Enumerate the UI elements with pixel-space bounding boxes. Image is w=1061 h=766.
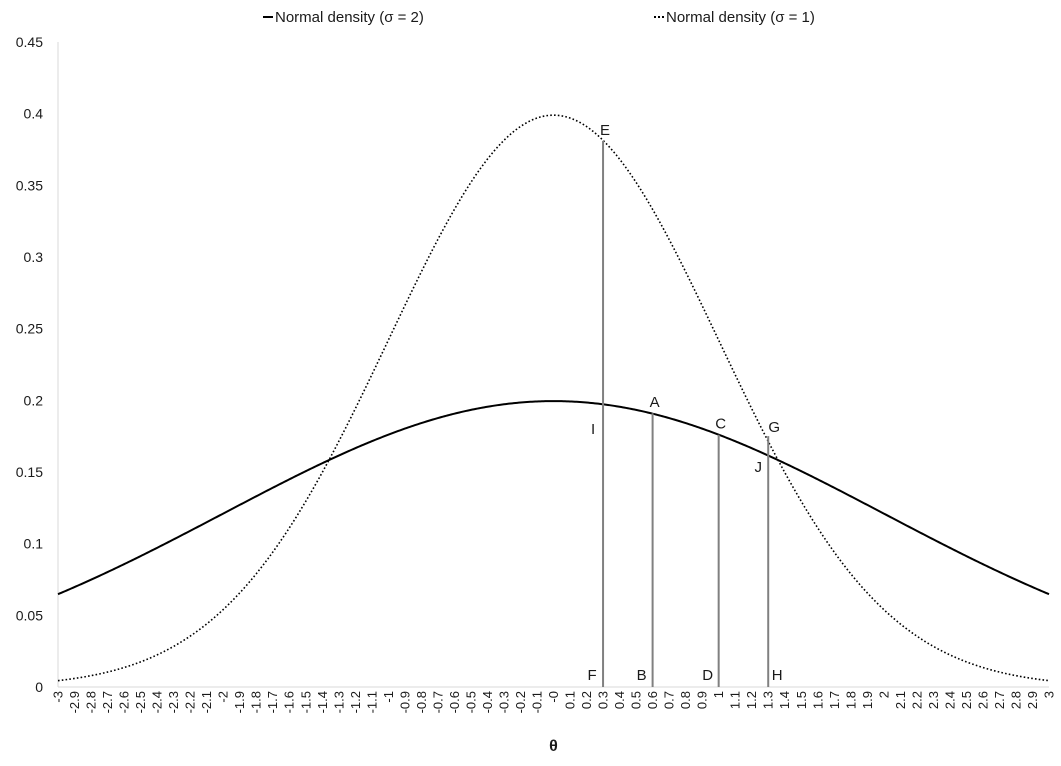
x-tick-label: -0.4 xyxy=(480,691,495,713)
x-tick-label: -0.9 xyxy=(397,691,412,713)
marker-label-top: C xyxy=(715,416,726,433)
x-axis-title: θ xyxy=(549,738,558,755)
y-tick-label: 0 xyxy=(35,679,43,695)
x-tick-label: -0.3 xyxy=(496,691,511,713)
legend-solid-swatch xyxy=(263,16,273,18)
series-line-sigma-1 xyxy=(57,114,1050,682)
x-tick-label: 1.2 xyxy=(744,691,759,709)
x-tick-label: 0.2 xyxy=(579,691,594,709)
legend-label-sigma-2: Normal density (σ = 2) xyxy=(275,8,424,26)
x-tick-label: 1.9 xyxy=(860,691,875,709)
x-tick-label: -0.8 xyxy=(414,691,429,713)
x-tick-label: 0.4 xyxy=(612,691,627,709)
x-tick-label: -1.3 xyxy=(331,691,346,713)
x-tick-label: 2.6 xyxy=(975,691,990,709)
x-tick-label: 0.7 xyxy=(662,691,677,709)
x-tick-label: 2.1 xyxy=(893,691,908,709)
x-tick-label: 0.1 xyxy=(563,691,578,709)
x-tick-label: -0.7 xyxy=(430,691,445,713)
marker-label-bottom: F xyxy=(587,667,596,684)
x-tick-label: 2 xyxy=(876,691,891,698)
x-tick-label: -1.8 xyxy=(249,691,264,713)
x-tick-label: 2.3 xyxy=(926,691,941,709)
marker-label-mid: I xyxy=(591,421,595,438)
marker-label-top: E xyxy=(600,122,610,139)
x-tick-label: -2.1 xyxy=(199,691,214,713)
x-tick-label: -3 xyxy=(51,691,66,703)
marker-label-bottom: B xyxy=(637,667,647,684)
x-tick-label: -0 xyxy=(546,691,561,703)
marker-label-bottom: D xyxy=(702,667,713,684)
x-tick-label: 1.7 xyxy=(827,691,842,709)
x-tick-label: 2.2 xyxy=(909,691,924,709)
x-tick-label: 2.8 xyxy=(1008,691,1023,709)
y-tick-label: 0.15 xyxy=(16,464,43,480)
x-tick-label: -0.1 xyxy=(529,691,544,713)
x-tick-label: -0.5 xyxy=(463,691,478,713)
x-tick-label: -1.7 xyxy=(265,691,280,713)
x-tick-label: -2.7 xyxy=(100,691,115,713)
x-tick-label: 2.9 xyxy=(1025,691,1040,709)
x-tick-label: 1.6 xyxy=(810,691,825,709)
x-tick-label: -1.5 xyxy=(298,691,313,713)
x-tick-label: -1.9 xyxy=(232,691,247,713)
y-tick-label: 0.45 xyxy=(16,34,43,50)
x-tick-label: -0.6 xyxy=(447,691,462,713)
y-tick-label: 0.35 xyxy=(16,177,43,193)
x-tick-label: -1.4 xyxy=(315,691,330,713)
x-tick-label: 0.5 xyxy=(629,691,644,709)
x-tick-label: -2.4 xyxy=(150,691,165,713)
x-tick-label: 1.1 xyxy=(728,691,743,709)
x-tick-label: 1.3 xyxy=(761,691,776,709)
x-tick-label: 2.7 xyxy=(992,691,1007,709)
x-tick-label: 0.8 xyxy=(678,691,693,709)
legend-item-sigma-2: Normal density (σ = 2) xyxy=(263,6,424,28)
x-tick-label: -2.8 xyxy=(84,691,99,713)
legend-label-sigma-1: Normal density (σ = 1) xyxy=(666,8,815,26)
x-tick-label: -2.9 xyxy=(67,691,82,713)
x-tick-label: -2.6 xyxy=(117,691,132,713)
x-tick-label: 1 xyxy=(711,691,726,698)
x-tick-label: -1.6 xyxy=(282,691,297,713)
x-tick-label: 2.4 xyxy=(942,691,957,709)
x-tick-label: 0.9 xyxy=(695,691,710,709)
x-tick-label: -1.2 xyxy=(348,691,363,713)
y-tick-label: 0.05 xyxy=(16,607,43,623)
y-tick-label: 0.25 xyxy=(16,321,43,337)
x-tick-label: 1.8 xyxy=(843,691,858,709)
y-tick-label: 0.2 xyxy=(24,392,44,408)
legend-dotted-swatch xyxy=(654,16,664,18)
x-tick-label: 1.4 xyxy=(777,691,792,709)
x-tick-label: -2.3 xyxy=(166,691,181,713)
marker-label-top: A xyxy=(650,394,660,411)
x-tick-label: 0.3 xyxy=(596,691,611,709)
y-tick-label: 0.4 xyxy=(24,106,44,122)
series-line-sigma-2 xyxy=(57,400,1050,596)
x-tick-label: -1 xyxy=(381,691,396,703)
marker-label-top: G xyxy=(768,419,780,436)
x-tick-label: 2.5 xyxy=(959,691,974,709)
x-tick-label: -0.2 xyxy=(513,691,528,713)
x-tick-label: -2.5 xyxy=(133,691,148,713)
y-tick-label: 0.1 xyxy=(24,536,44,552)
y-tick-label: 0.3 xyxy=(24,249,44,265)
x-tick-label: 3 xyxy=(1042,691,1057,698)
x-tick-label: -1.1 xyxy=(364,691,379,713)
x-tick-label: -2.2 xyxy=(183,691,198,713)
x-tick-label: 1.5 xyxy=(794,691,809,709)
x-tick-label: 0.6 xyxy=(645,691,660,709)
marker-label-bottom: H xyxy=(772,667,783,684)
legend-item-sigma-1: Normal density (σ = 1) xyxy=(654,6,815,28)
marker-label-mid: J xyxy=(754,459,762,476)
x-tick-label: -2 xyxy=(216,691,231,703)
